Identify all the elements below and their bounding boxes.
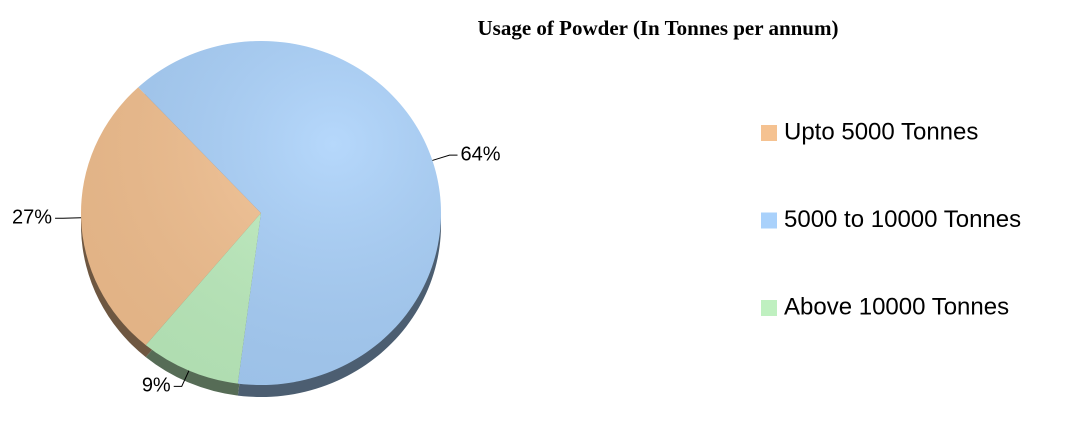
data-label: 27% bbox=[12, 207, 52, 229]
legend-label: 5000 to 10000 Tonnes bbox=[784, 206, 1021, 233]
legend-swatch bbox=[761, 125, 777, 141]
data-label: 9% bbox=[142, 375, 171, 397]
leader-line bbox=[173, 370, 190, 387]
legend-swatch bbox=[761, 300, 777, 316]
chart-title: Usage of Powder (In Tonnes per annum) bbox=[478, 16, 839, 40]
leader-line bbox=[432, 154, 458, 161]
legend-label: Above 10000 Tonnes bbox=[784, 293, 1009, 320]
pie-shade bbox=[81, 41, 441, 385]
data-label: 64% bbox=[461, 143, 501, 165]
legend-swatch bbox=[761, 212, 777, 229]
legend-label: Upto 5000 Tonnes bbox=[784, 118, 978, 145]
